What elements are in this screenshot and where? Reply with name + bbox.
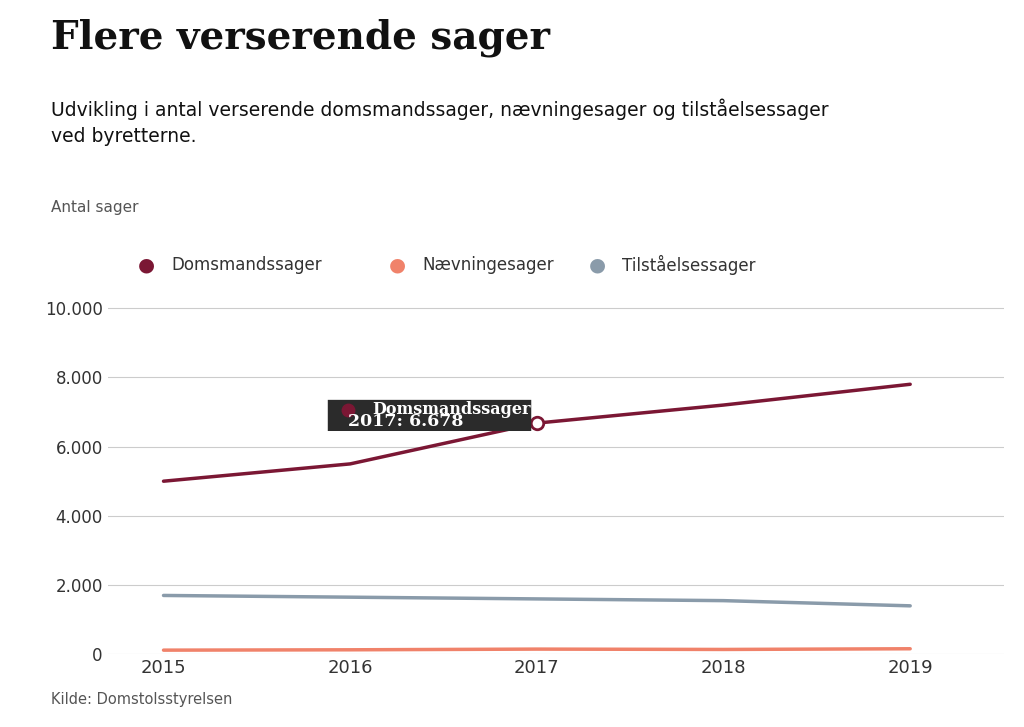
Text: Tilståelsessager: Tilståelsessager	[622, 255, 755, 276]
Text: Kilde: Domstolsstyrelsen: Kilde: Domstolsstyrelsen	[51, 691, 232, 707]
Text: ●: ●	[389, 256, 407, 275]
FancyBboxPatch shape	[328, 400, 531, 431]
Text: Domsmandssager: Domsmandssager	[171, 257, 322, 274]
Text: Domsmandssager: Domsmandssager	[373, 401, 531, 418]
Text: Flere verserende sager: Flere verserende sager	[51, 18, 550, 57]
Text: ●: ●	[589, 256, 606, 275]
Text: Antal sager: Antal sager	[51, 200, 138, 215]
Text: ●: ●	[138, 256, 156, 275]
Text: Udvikling i antal verserende domsmandssager, nævningesager og tilståelsessager
v: Udvikling i antal verserende domsmandssa…	[51, 98, 828, 146]
Text: Nævningesager: Nævningesager	[422, 257, 554, 274]
Text: 2017: 6.678: 2017: 6.678	[348, 413, 464, 430]
